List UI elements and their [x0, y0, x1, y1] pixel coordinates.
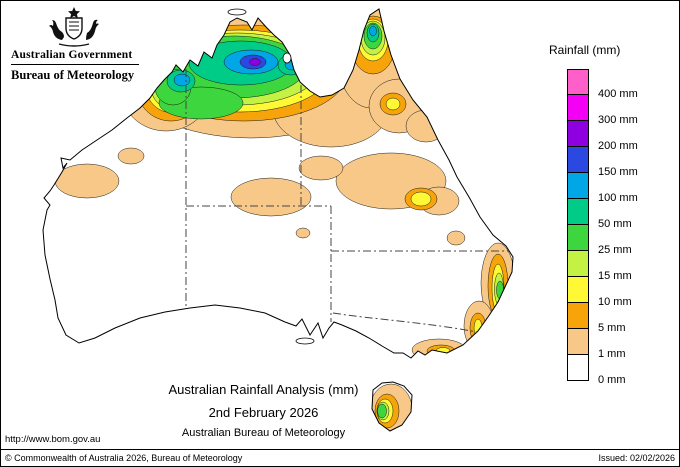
legend-entry: 200 mm	[567, 121, 661, 152]
government-title: Australian Government	[11, 49, 133, 61]
legend-label: 5 mm	[598, 322, 626, 334]
legend-entry: 15 mm	[567, 251, 661, 282]
legend-swatch	[567, 173, 589, 199]
legend-label: 0 mm	[598, 374, 626, 386]
legend-label: 50 mm	[598, 218, 632, 230]
copyright-text: © Commonwealth of Australia 2026, Bureau…	[5, 453, 243, 463]
legend-swatch	[567, 121, 589, 147]
agency-logo-block: Australian Government Bureau of Meteorol…	[11, 6, 151, 83]
legend-swatch	[567, 329, 589, 355]
coat-of-arms-icon	[49, 7, 99, 47]
legend-label: 10 mm	[598, 296, 632, 308]
legend-entry: 5 mm	[567, 303, 661, 334]
legend-swatch	[567, 251, 589, 277]
legend-label: 15 mm	[598, 270, 632, 282]
legend-label: 100 mm	[598, 192, 638, 204]
bureau-title: Bureau of Meteorology	[11, 68, 135, 82]
footer-bar: © Commonwealth of Australia 2026, Bureau…	[1, 449, 679, 466]
bom-url: http://www.bom.gov.au	[5, 434, 101, 445]
legend-entry: 150 mm	[567, 147, 661, 178]
legend-swatch	[567, 147, 589, 173]
legend-label: 1 mm	[598, 348, 626, 360]
legend-swatch	[567, 69, 589, 95]
caption-date: 2nd February 2026	[208, 405, 319, 420]
caption-org: Australian Bureau of Meteorology	[181, 427, 346, 439]
legend-entries: 400 mm 300 mm 200 mm 150 mm 100 mm 50 mm 25 mm…	[547, 69, 661, 386]
legend-entry: 0 mm	[567, 355, 661, 386]
legend-label: 200 mm	[598, 140, 638, 152]
legend-label: 25 mm	[598, 244, 632, 256]
legend-entry: 100 mm	[567, 173, 661, 204]
state-borders	[185, 69, 508, 333]
legend-swatch	[567, 199, 589, 225]
rain-layer-200mm	[249, 58, 261, 66]
logo-divider	[11, 64, 139, 65]
legend-label: 300 mm	[598, 114, 638, 126]
legend-title: Rainfall (mm)	[549, 43, 621, 57]
legend-swatch	[567, 95, 589, 121]
legend-entry: 300 mm	[567, 95, 661, 126]
issued-text: Issued: 02/02/2026	[598, 453, 675, 463]
legend-entry: 50 mm	[567, 199, 661, 230]
legend-swatch	[567, 355, 589, 381]
legend: Rainfall (mm) 400 mm 300 mm 200 mm 150 mm 10…	[547, 43, 661, 386]
legend-entry: 1 mm	[567, 329, 661, 360]
legend-swatch	[567, 277, 589, 303]
legend-entry: 25 mm	[567, 225, 661, 256]
legend-swatch	[567, 225, 589, 251]
legend-label: 150 mm	[598, 166, 638, 178]
legend-label: 400 mm	[598, 88, 638, 100]
islands	[227, 8, 315, 345]
map-caption: Australian Rainfall Analysis (mm) 2nd Fe…	[96, 382, 431, 439]
legend-entry: 400 mm	[567, 69, 661, 100]
legend-entry: 10 mm	[567, 277, 661, 308]
legend-swatch	[567, 303, 589, 329]
caption-title: Australian Rainfall Analysis (mm)	[168, 382, 359, 397]
